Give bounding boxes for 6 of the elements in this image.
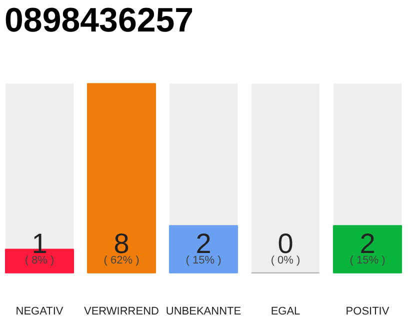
x-tick-label: POSITIV — [346, 306, 390, 318]
chart-title: 0898436257 — [4, 2, 194, 40]
x-tick-label: EGAL — [270, 306, 300, 318]
x-tick-label: NEGATIV — [16, 306, 64, 318]
x-tick-label: VERWIRREND — [84, 306, 160, 318]
x-tick-label: UNBEKANNTE — [166, 306, 242, 318]
